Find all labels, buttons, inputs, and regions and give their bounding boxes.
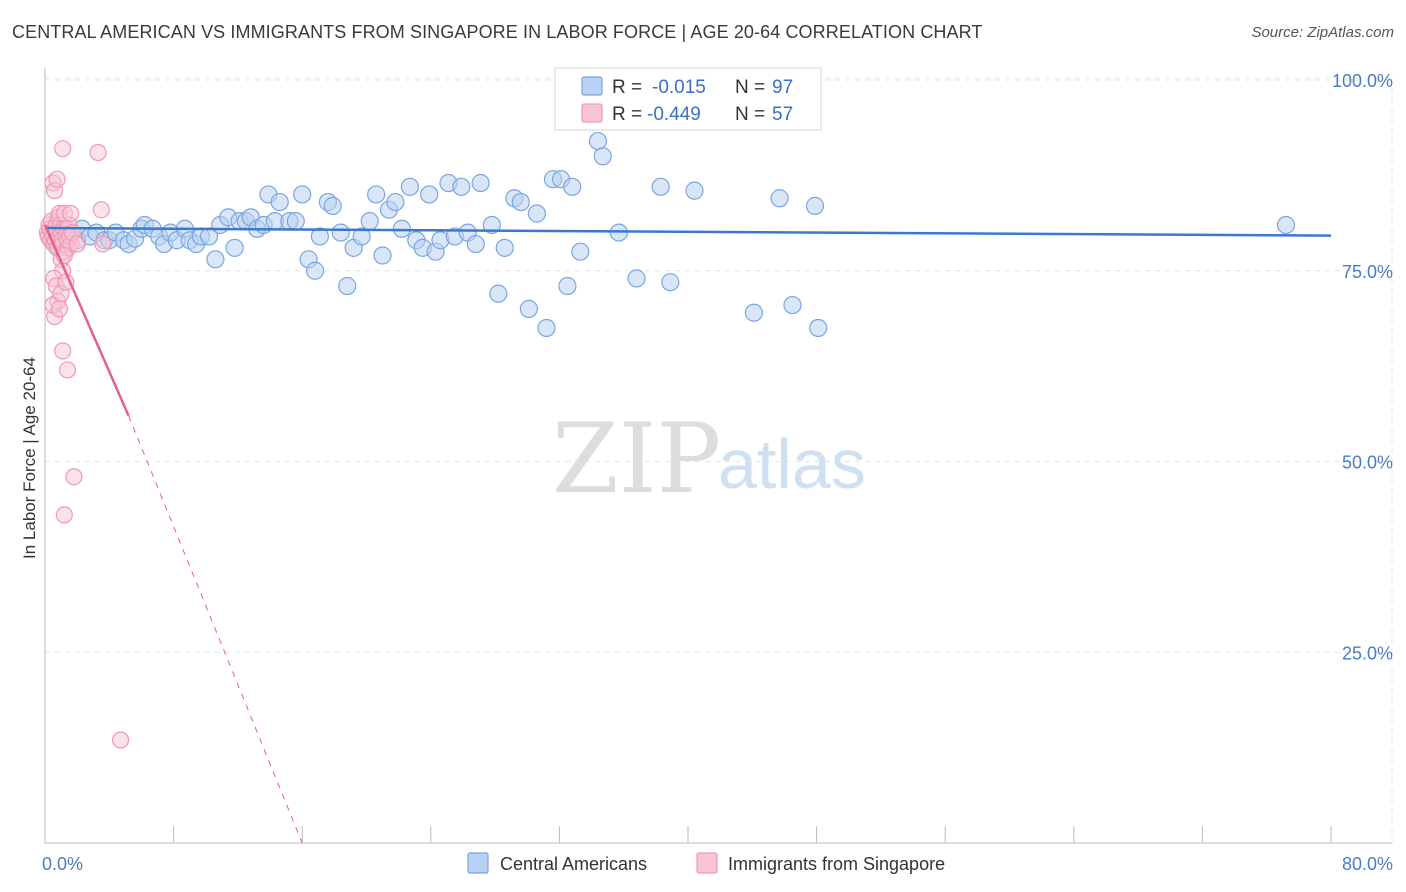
data-point [360, 212, 379, 231]
data-point [400, 177, 420, 196]
data-point [770, 189, 789, 208]
legend-r-label-singapore: R = [612, 104, 642, 125]
data-point [783, 295, 802, 315]
data-point [466, 234, 485, 254]
data-point [89, 143, 107, 162]
data-point [489, 284, 508, 303]
y-tick-label: 75.0% [1342, 262, 1393, 282]
watermark-zip: ZIP [552, 403, 721, 515]
data-point [809, 318, 828, 338]
trend-line-singapore [43, 224, 130, 417]
data-point [55, 506, 73, 524]
data-point [68, 235, 86, 253]
data-point [471, 173, 490, 193]
data-point [305, 261, 325, 280]
data-point [323, 196, 342, 215]
data-point [94, 235, 112, 253]
data-point [54, 140, 72, 158]
data-point [744, 303, 764, 322]
data-point [367, 185, 386, 204]
watermark-atlas: atlas [718, 425, 866, 503]
data-point [1276, 215, 1296, 235]
stats-legend: R = -0.015 N = 97 R = -0.449 N = 57 [554, 67, 822, 131]
bottom-legend-label-singapore: Immigrants from Singapore [728, 854, 945, 874]
data-point [111, 731, 130, 749]
legend-n-value-central: 97 [772, 77, 793, 98]
x-tick-label-max: 80.0% [1342, 854, 1393, 874]
data-point [386, 192, 405, 212]
legend-swatch-singapore [581, 103, 603, 123]
watermark: ZIP atlas [552, 403, 866, 515]
data-point [685, 181, 704, 200]
data-point [48, 170, 66, 188]
chart-source: Source: ZipAtlas.com [1251, 24, 1394, 41]
y-tick-label: 50.0% [1342, 453, 1393, 473]
y-tick-label: 25.0% [1342, 643, 1393, 663]
data-point [452, 177, 471, 196]
legend-n-label-singapore: N = [735, 104, 765, 125]
y-axis-label: In Labor Force | Age 20-64 [20, 357, 39, 559]
data-point [651, 177, 670, 196]
data-point [661, 273, 680, 292]
bottom-legend-swatch-singapore [696, 852, 718, 874]
legend-r-label-central: R = [612, 77, 642, 98]
data-point [537, 318, 556, 338]
trend-line-singapore-extension [128, 415, 303, 844]
data-point [310, 227, 329, 246]
data-point [392, 219, 411, 238]
bottom-legend-label-central-americans: Central Americans [500, 854, 647, 874]
legend-n-value-singapore: 57 [772, 104, 793, 125]
data-point [54, 342, 72, 360]
data-point [519, 299, 538, 318]
data-point [805, 196, 825, 215]
data-point [420, 185, 439, 204]
data-point [627, 269, 646, 288]
legend-n-label-central: N = [735, 77, 765, 98]
data-point [286, 212, 305, 231]
data-point [571, 242, 590, 261]
data-point [206, 250, 225, 269]
data-point [58, 361, 77, 379]
data-point [558, 276, 577, 296]
data-point [563, 177, 582, 196]
x-tick-label-min: 0.0% [42, 854, 83, 874]
data-point [511, 192, 530, 212]
data-point [50, 300, 69, 318]
data-point [482, 215, 501, 235]
data-point [527, 204, 546, 223]
axes [44, 68, 1392, 844]
trend-line-central-americans [44, 226, 1332, 237]
bottom-legend-swatch-central-americans [467, 852, 489, 874]
data-point [588, 131, 608, 151]
data-point [225, 238, 244, 257]
data-point [352, 227, 371, 246]
data-point [338, 276, 357, 296]
x-tick-labels: 0.0% 80.0% [42, 854, 1393, 874]
chart-title: CENTRAL AMERICAN VS IMMIGRANTS FROM SING… [12, 22, 983, 42]
data-point [62, 204, 80, 223]
data-point [293, 185, 312, 204]
y-tick-labels: 100.0% 75.0% 50.0% 25.0% [1332, 71, 1393, 663]
legend-r-value-central: -0.015 [652, 77, 706, 98]
data-point [92, 201, 110, 219]
series-legend: Central Americans Immigrants from Singap… [467, 852, 945, 874]
data-point [495, 238, 514, 257]
legend-r-value-singapore: -0.449 [647, 104, 701, 125]
data-point [593, 147, 612, 166]
trend-layer [43, 224, 1332, 844]
data-point [373, 246, 392, 265]
data-point [331, 223, 350, 242]
legend-swatch-central-americans [581, 76, 603, 96]
y-tick-label: 100.0% [1332, 71, 1393, 91]
data-point [270, 192, 289, 212]
data-point [65, 468, 83, 486]
